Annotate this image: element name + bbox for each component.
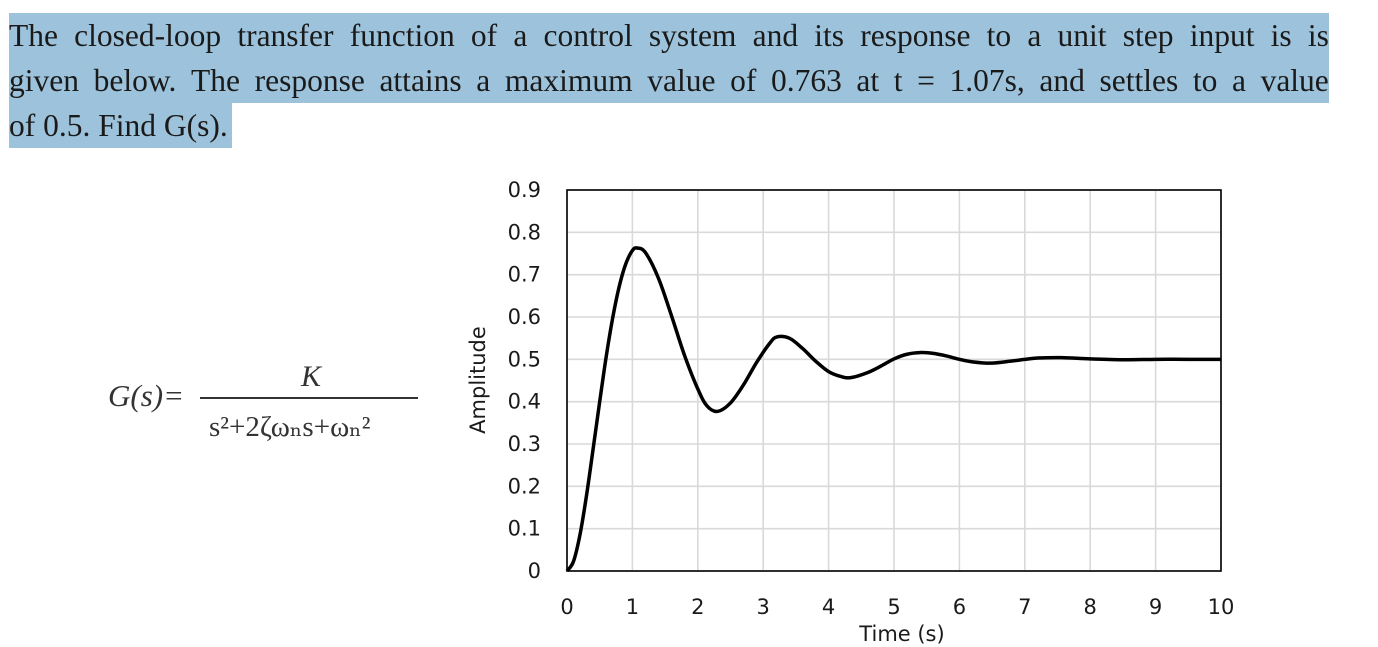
problem-word: of bbox=[730, 63, 757, 98]
problem-word: below. bbox=[93, 63, 177, 98]
problem-word: control bbox=[543, 18, 633, 53]
problem-word: = bbox=[917, 63, 935, 98]
y-axis-label: Amplitude bbox=[466, 326, 490, 434]
problem-word: 1.07s, bbox=[949, 63, 1025, 98]
y-tick-label: 0.7 bbox=[508, 263, 541, 287]
y-tick-label: 0.6 bbox=[508, 305, 541, 329]
x-tick-label: 4 bbox=[822, 595, 835, 619]
problem-word: its bbox=[814, 18, 845, 53]
problem-word: settles bbox=[1099, 63, 1179, 98]
problem-word: value bbox=[1260, 63, 1329, 98]
problem-line-3: of 0.5. Find G(s). bbox=[9, 103, 232, 148]
x-tick-label: 9 bbox=[1149, 595, 1162, 619]
x-axis-label: Time (s) bbox=[858, 622, 944, 645]
formula-denominator: s²+2ζωₙs+ωₙ² bbox=[209, 411, 371, 443]
x-tick-label: 0 bbox=[560, 595, 573, 619]
y-tick-label: 0 bbox=[528, 559, 541, 583]
y-tick-label: 0.8 bbox=[508, 220, 541, 244]
chart-grid bbox=[566, 189, 1222, 572]
problem-word: is bbox=[1270, 18, 1292, 53]
problem-word: 0.763 bbox=[770, 63, 842, 98]
problem-word: unit bbox=[1057, 18, 1107, 53]
y-tick-label: 0.4 bbox=[508, 390, 541, 414]
problem-word: system bbox=[648, 18, 737, 53]
x-tick-labels: 0 1 2 3 4 5 6 7 8 9 10 bbox=[560, 595, 1234, 619]
problem-word: at bbox=[856, 63, 880, 98]
problem-word: a bbox=[1231, 63, 1246, 98]
problem-word: response bbox=[254, 63, 365, 98]
step-response-curve bbox=[565, 246, 1221, 573]
y-tick-label: 0.1 bbox=[508, 517, 541, 541]
problem-word: t bbox=[893, 63, 903, 98]
problem-statement: The closed-loop transfer function of a control… bbox=[9, 13, 1329, 148]
formula-numerator: K bbox=[301, 360, 322, 393]
x-tick-label: 3 bbox=[757, 595, 770, 619]
x-tick-label: 8 bbox=[1084, 595, 1097, 619]
problem-word: response bbox=[860, 18, 971, 53]
problem-word: value bbox=[647, 63, 716, 98]
problem-word: attains bbox=[379, 63, 462, 98]
problem-word: step bbox=[1122, 18, 1174, 53]
problem-word: transfer bbox=[237, 18, 334, 53]
problem-word: is bbox=[1307, 18, 1329, 53]
problem-line-2: given below. The response attains a maximum val… bbox=[9, 58, 1329, 103]
problem-word: function bbox=[349, 18, 455, 53]
y-tick-label: 0.5 bbox=[508, 347, 541, 371]
problem-word: given bbox=[9, 63, 79, 98]
y-tick-label: 0.2 bbox=[508, 474, 541, 498]
x-tick-label: 6 bbox=[953, 595, 966, 619]
problem-line-1: The closed-loop transfer function of a control… bbox=[9, 13, 1329, 58]
fraction-bar bbox=[200, 397, 418, 399]
problem-word: of bbox=[470, 18, 498, 53]
y-tick-label: 0.9 bbox=[508, 178, 541, 202]
x-tick-label: 7 bbox=[1018, 595, 1031, 619]
problem-word: a bbox=[513, 18, 528, 53]
transfer-function-formula: G(s)= K s²+2ζωₙs+ωₙ² bbox=[108, 360, 428, 460]
problem-word: and bbox=[1039, 63, 1085, 98]
x-tick-label: 10 bbox=[1208, 595, 1235, 619]
x-tick-label: 2 bbox=[691, 595, 704, 619]
problem-word: to bbox=[986, 18, 1012, 53]
problem-word: closed-loop bbox=[74, 18, 222, 53]
formula-lhs: G(s)= bbox=[108, 378, 185, 413]
problem-word: to bbox=[1192, 63, 1218, 98]
x-tick-label: 5 bbox=[887, 595, 900, 619]
problem-word: input bbox=[1189, 18, 1255, 53]
plot-frame bbox=[566, 189, 1222, 572]
y-tick-label: 0.3 bbox=[508, 432, 541, 456]
problem-word: a bbox=[1027, 18, 1042, 53]
problem-word: The bbox=[9, 18, 58, 53]
problem-word: and bbox=[752, 18, 799, 53]
problem-word: maximum bbox=[504, 63, 633, 98]
problem-word: The bbox=[191, 63, 240, 98]
step-response-chart: 0 0.1 0.2 0.3 0.4 0.5 0.6 0.7 0.8 0.9 0 1 2 3 4 5 6 7 8 9 1… bbox=[466, 178, 1234, 645]
x-tick-label: 1 bbox=[626, 595, 639, 619]
problem-word: a bbox=[476, 63, 491, 98]
y-tick-labels: 0 0.1 0.2 0.3 0.4 0.5 0.6 0.7 0.8 0.9 bbox=[508, 178, 541, 583]
